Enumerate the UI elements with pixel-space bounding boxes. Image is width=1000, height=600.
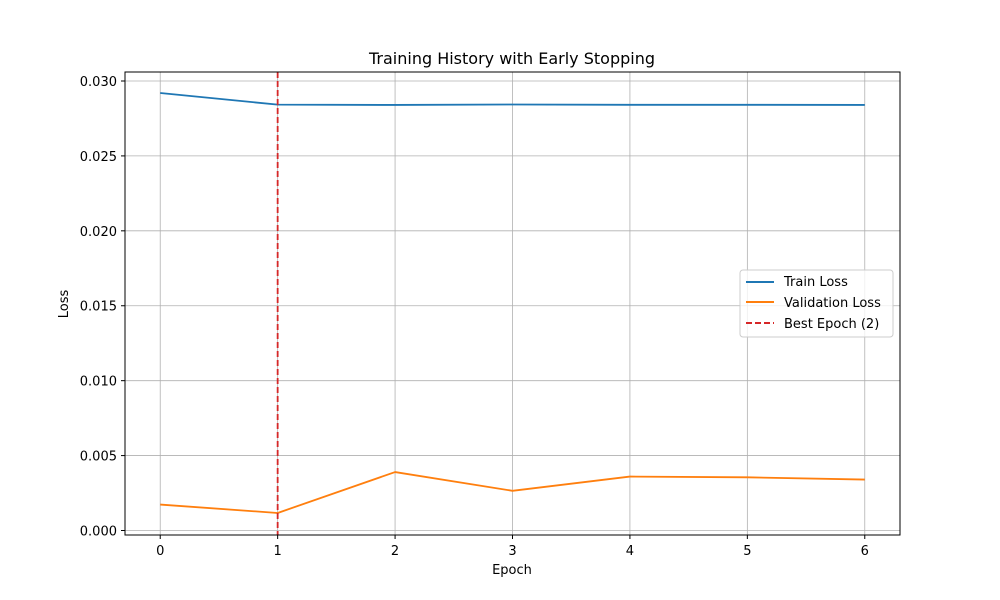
axis-ticks: 0 1 2 3 4 5 6 0.000 0.005 0.010 0.015 0.020 0.025 0.0…	[80, 75, 869, 559]
y-tick-label: 0.005	[80, 450, 117, 465]
y-tick-label: 0.010	[80, 375, 117, 390]
x-tick-label: 1	[274, 544, 282, 559]
y-tick-label: 0.020	[80, 225, 117, 240]
x-tick-label: 2	[391, 544, 399, 559]
y-tick-label: 0.000	[80, 525, 117, 540]
y-tick-label: 0.030	[80, 75, 117, 90]
plot-area	[160, 72, 865, 535]
legend: Train Loss Validation Loss Best Epoch (2…	[739, 269, 894, 338]
y-tick-label: 0.015	[80, 300, 117, 315]
x-tick-label: 4	[626, 544, 634, 559]
x-axis-label: Epoch	[492, 563, 532, 578]
legend-label-validation-loss: Validation Loss	[784, 296, 881, 311]
legend-label-best-epoch: Best Epoch (2)	[784, 317, 879, 332]
x-tick-label: 0	[156, 544, 164, 559]
x-tick-label: 5	[743, 544, 751, 559]
legend-box	[739, 269, 894, 338]
chart-title: Training History with Early Stopping	[368, 49, 655, 68]
x-tick-label: 3	[508, 544, 516, 559]
legend-label-train-loss: Train Loss	[783, 275, 848, 290]
x-tick-label: 6	[861, 544, 869, 559]
series-line-validation-loss	[160, 471, 865, 514]
y-axis-label: Loss	[57, 290, 72, 319]
y-tick-label: 0.025	[80, 150, 117, 165]
